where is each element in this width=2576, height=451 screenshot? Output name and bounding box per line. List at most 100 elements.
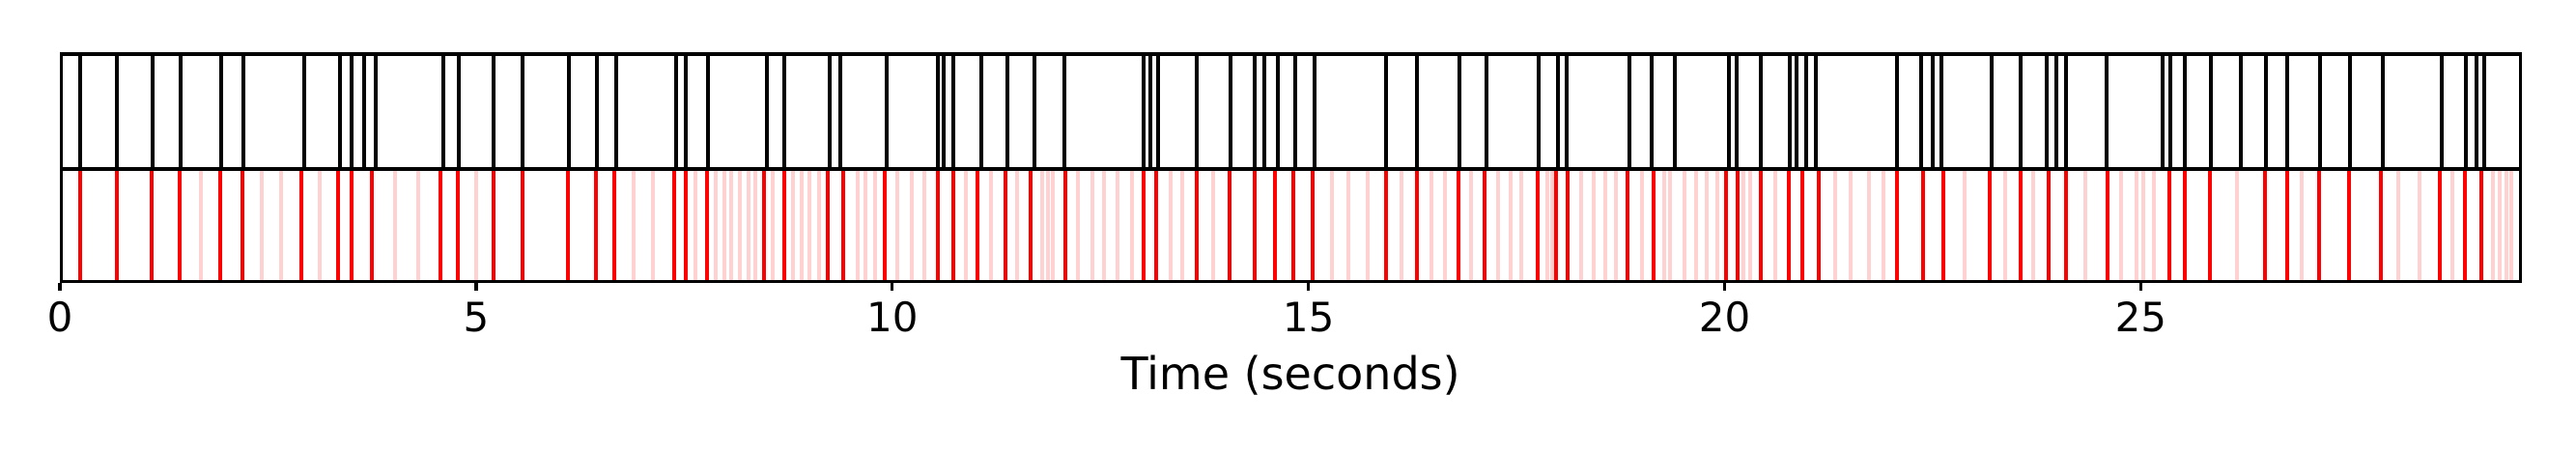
bottom-pink-faint-events-tick: [2418, 171, 2421, 280]
bottom-pink-faint-events-tick: [2002, 171, 2007, 280]
bottom-red-strong-events-tick: [611, 171, 616, 280]
bottom-red-strong-events-tick: [1227, 171, 1231, 280]
bottom-red-strong-events-tick: [1554, 171, 1559, 280]
top-black-events-tick: [521, 55, 525, 167]
bottom-red-strong-events-tick: [1141, 171, 1146, 280]
bottom-pink-faint-events-tick: [910, 171, 915, 280]
bottom-pink-faint-events-tick: [2082, 171, 2087, 280]
bottom-pink-faint-events-tick: [2140, 171, 2145, 280]
bottom-pink-faint-events-tick: [317, 171, 322, 280]
bottom-pink-faint-events-tick: [1544, 171, 1549, 280]
bottom-pink-faint-events-tick: [863, 171, 868, 280]
top-black-events-tick: [115, 55, 120, 167]
bottom-pink-faint-events-tick: [1849, 171, 1854, 280]
bottom-red-strong-events-tick: [1273, 171, 1278, 280]
top-black-events-tick: [2482, 55, 2487, 167]
x-tick-mark: [474, 283, 478, 291]
top-black-events-tick: [1990, 55, 1995, 167]
top-black-events-tick: [373, 55, 378, 167]
top-black-events-tick: [684, 55, 689, 167]
bottom-pink-faint-events-tick: [1579, 171, 1584, 280]
bottom-pink-faint-events-tick: [989, 171, 994, 280]
top-black-events-tick: [2044, 55, 2049, 167]
bottom-pink-faint-events-tick: [894, 171, 899, 280]
top-black-events-tick: [337, 55, 342, 167]
bottom-pink-faint-events-tick: [2508, 171, 2513, 280]
x-tick-label: 0: [46, 294, 73, 341]
top-black-events-tick: [828, 55, 833, 167]
bottom-pink-faint-events-tick: [415, 171, 420, 280]
bottom-red-strong-events-tick: [1310, 171, 1315, 280]
bottom-pink-faint-events-tick: [1748, 171, 1753, 280]
bottom-pink-faint-events-tick: [1400, 171, 1404, 280]
top-black-events-tick: [456, 55, 461, 167]
top-black-events-tick: [1787, 55, 1792, 167]
bottom-pink-faint-events-tick: [1129, 171, 1134, 280]
bottom-pink-faint-events-tick: [1882, 171, 1886, 280]
top-black-events-tick: [1141, 55, 1146, 167]
top-black-events-tick: [2284, 55, 2289, 167]
top-black-events-tick: [2019, 55, 2024, 167]
bottom-red-strong-events-tick: [2346, 171, 2351, 280]
bottom-pink-faint-events-tick: [279, 171, 284, 280]
top-black-events-tick: [1062, 55, 1067, 167]
bottom-red-strong-events-tick: [1414, 171, 1419, 280]
bottom-pink-faint-events-tick: [1614, 171, 1619, 280]
top-black-events-tick: [1312, 55, 1316, 167]
bottom-pink-faint-events-tick: [1442, 171, 1447, 280]
bottom-red-strong-events-tick: [671, 171, 676, 280]
bottom-red-strong-events-tick: [77, 171, 82, 280]
x-tick-label: 5: [463, 294, 490, 341]
bottom-pink-faint-events-tick: [1211, 171, 1216, 280]
bottom-red-strong-events-tick: [1456, 171, 1460, 280]
top-black-events-tick: [2474, 55, 2478, 167]
top-black-events-tick: [219, 55, 224, 167]
top-black-events-tick: [2168, 55, 2173, 167]
top-event-band: [60, 55, 2522, 167]
top-black-events-tick: [1457, 55, 1461, 167]
bottom-pink-faint-events-tick: [1075, 171, 1080, 280]
bottom-pink-faint-events-tick: [722, 171, 726, 280]
top-black-events-tick: [594, 55, 599, 167]
bottom-pink-faint-events-tick: [631, 171, 636, 280]
bottom-pink-faint-events-tick: [1866, 171, 1871, 280]
top-black-events-tick: [1814, 55, 1819, 167]
x-tick-label: 25: [2114, 294, 2167, 341]
bottom-pink-faint-events-tick: [799, 171, 804, 280]
bottom-red-strong-events-tick: [1535, 171, 1540, 280]
bottom-red-strong-events-tick: [781, 171, 786, 280]
top-black-events-tick: [241, 55, 245, 167]
bottom-red-strong-events-tick: [2316, 171, 2321, 280]
top-black-events-tick: [178, 55, 183, 167]
bottom-red-strong-events-tick: [2166, 171, 2171, 280]
x-axis-label: Time (seconds): [1120, 348, 1460, 400]
bottom-pink-faint-events-tick: [1180, 171, 1185, 280]
bottom-pink-faint-events-tick: [2152, 171, 2157, 280]
top-black-events-tick: [1275, 55, 1280, 167]
bottom-pink-faint-events-tick: [1694, 171, 1699, 280]
bottom-pink-faint-events-tick: [714, 171, 719, 280]
bottom-red-strong-events-tick: [455, 171, 460, 280]
bottom-pink-faint-events-tick: [2504, 171, 2508, 280]
top-black-events-tick: [2063, 55, 2068, 167]
x-tick-mark: [890, 283, 894, 291]
bottom-pink-faint-events-tick: [1014, 171, 1019, 280]
bottom-pink-faint-events-tick: [1496, 171, 1501, 280]
top-black-events-tick: [361, 55, 366, 167]
top-black-events-tick: [781, 55, 786, 167]
top-black-events-tick: [1292, 55, 1297, 167]
bottom-red-strong-events-tick: [762, 171, 767, 280]
bottom-red-strong-events-tick: [1759, 171, 1764, 280]
bottom-pink-faint-events-tick: [855, 171, 860, 280]
top-black-events-tick: [1894, 55, 1899, 167]
top-black-events-tick: [567, 55, 572, 167]
bottom-red-strong-events-tick: [2105, 171, 2109, 280]
top-black-events-tick: [1758, 55, 1763, 167]
x-tick-mark: [2138, 283, 2143, 291]
bottom-red-strong-events-tick: [1062, 171, 1067, 280]
top-black-events-tick: [1537, 55, 1542, 167]
bottom-pink-faint-events-tick: [746, 171, 750, 280]
bottom-pink-faint-events-tick: [2299, 171, 2304, 280]
bottom-pink-faint-events-tick: [2395, 171, 2400, 280]
top-black-events-tick: [1383, 55, 1388, 167]
